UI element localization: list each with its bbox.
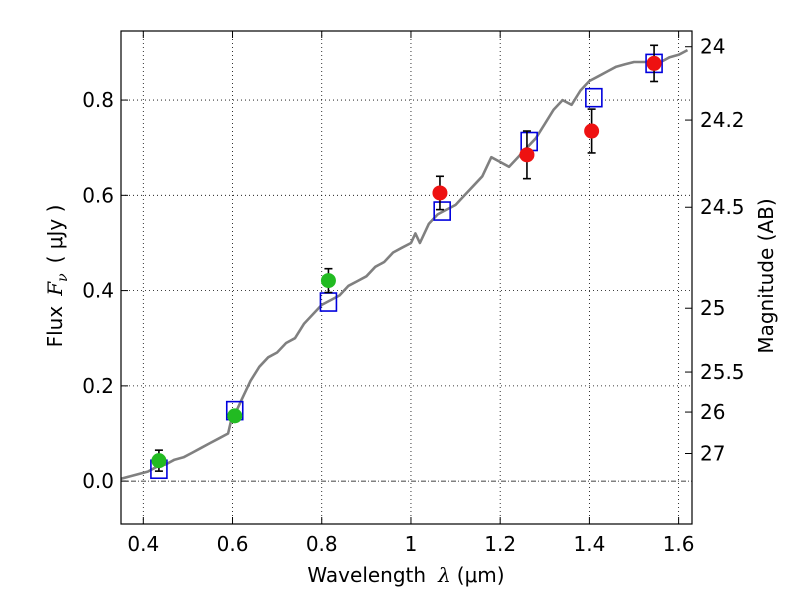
model-photometry-square	[585, 87, 603, 108]
y-axis-title: Flux Fν ( μJy )	[43, 205, 71, 348]
x-axis-title-unit: (μm)	[457, 563, 505, 587]
data-point	[227, 408, 243, 424]
grid	[121, 31, 692, 524]
model-spectrum-line	[120, 48, 689, 480]
y-axis-title-symbol: F	[43, 281, 67, 297]
x-axis-title-symbol: λ	[437, 563, 451, 587]
data-point	[519, 147, 535, 163]
data-point	[432, 185, 448, 201]
y-tick-label: 0.8	[82, 88, 114, 112]
x-tick-label: 0.4	[127, 532, 159, 556]
y2-tick-label: 24.5	[700, 195, 745, 219]
y-axis-title-subscript: ν	[55, 273, 71, 282]
y2-tick-label: 25.5	[700, 360, 745, 384]
y2-tick-label: 25	[700, 296, 725, 320]
y2-tick-label: 27	[700, 442, 725, 466]
model-spectrum-layer	[120, 48, 689, 480]
photometry-layer	[150, 44, 663, 480]
y2-tick-label: 24.2	[700, 108, 745, 132]
x-axis-title-prefix: Wavelength	[307, 563, 426, 587]
data-point	[584, 123, 600, 139]
x-tick-label: 1	[405, 532, 418, 556]
y2-tick-label: 24	[700, 35, 725, 59]
x-tick-label: 1.6	[663, 532, 695, 556]
y2-axis-title: Magnitude (AB)	[754, 198, 778, 353]
y-tick-label: 0.0	[82, 469, 114, 493]
plot-frame	[120, 30, 693, 525]
ticks: 0.4 0.6 0.8 1 1.2 1.4 1.6 0.0 0.2 0.4 0.6 0.8 24 24.2…	[82, 31, 745, 556]
y2-tick-label: 26	[700, 400, 725, 424]
x-tick-label: 1.4	[573, 532, 605, 556]
data-point	[151, 453, 167, 469]
model-photometry-square	[433, 201, 451, 221]
x-tick-label: 1.2	[484, 532, 516, 556]
y-tick-label: 0.2	[82, 374, 114, 398]
y-axis-title-unit: ( μJy )	[43, 205, 67, 264]
data-point	[320, 273, 336, 289]
x-tick-label: 0.6	[217, 532, 249, 556]
x-axis-title: Wavelength λ (μm)	[307, 563, 504, 587]
y-tick-label: 0.4	[82, 279, 114, 303]
y-axis-title-prefix: Flux	[43, 306, 67, 348]
x-tick-label: 0.8	[306, 532, 338, 556]
y-tick-label: 0.6	[82, 183, 114, 207]
data-point	[646, 55, 662, 71]
